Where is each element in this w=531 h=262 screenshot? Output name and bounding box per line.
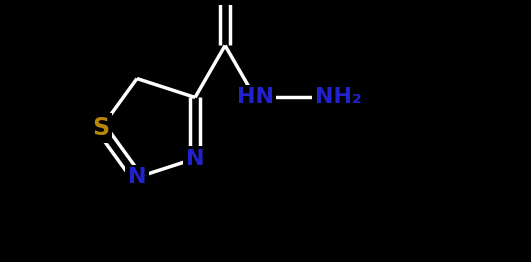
Text: N: N xyxy=(186,149,204,168)
Text: O: O xyxy=(215,0,236,2)
Text: S: S xyxy=(92,116,109,140)
Text: NH₂: NH₂ xyxy=(315,88,362,107)
Text: N: N xyxy=(127,167,146,187)
Text: HN: HN xyxy=(237,88,273,107)
